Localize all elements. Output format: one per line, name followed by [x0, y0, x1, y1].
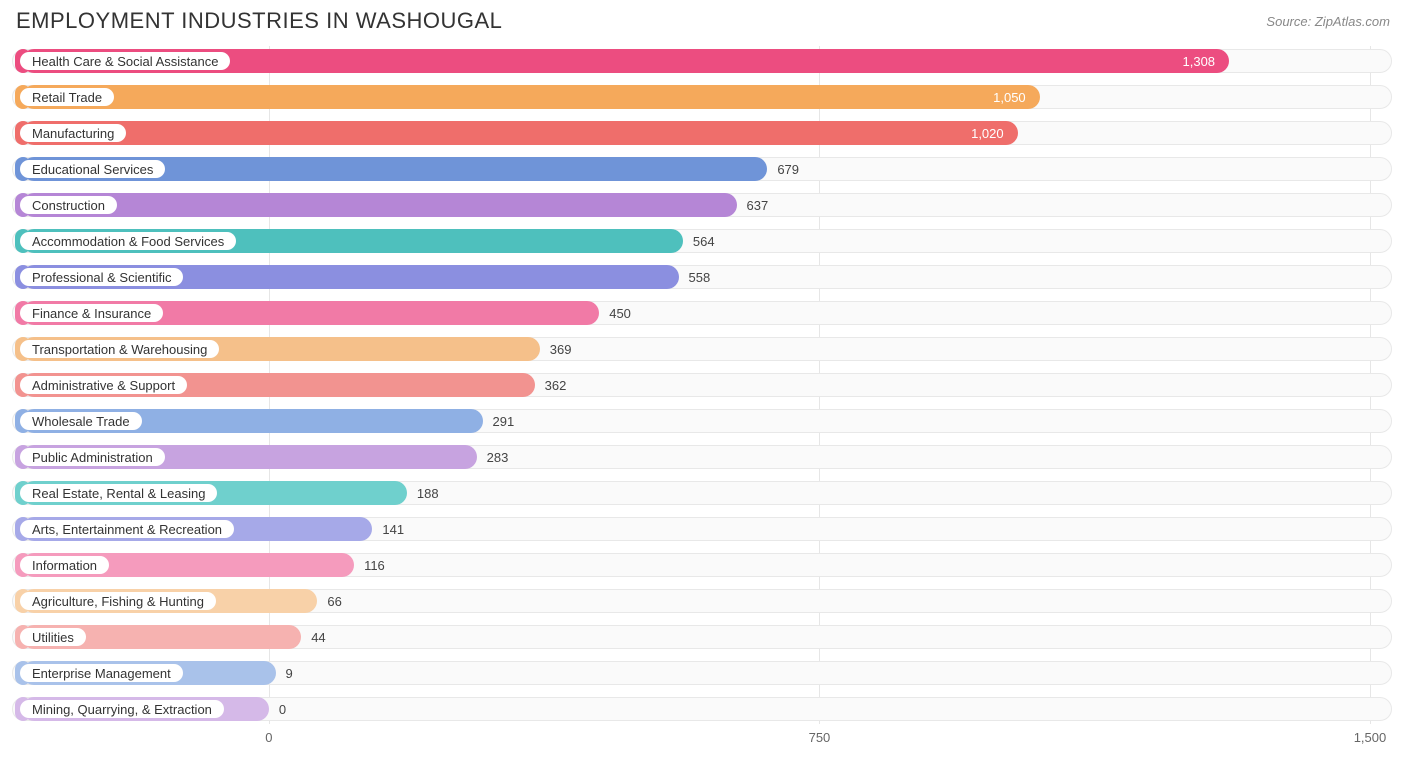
- value-label: 362: [545, 370, 567, 400]
- category-label: Retail Trade: [20, 88, 114, 106]
- bar-row: Mining, Quarrying, & Extraction 0: [12, 694, 1392, 724]
- value-label: 283: [487, 442, 509, 472]
- value-label: 141: [382, 514, 404, 544]
- bar-fill: [22, 121, 1018, 145]
- bar-fill: [22, 85, 1040, 109]
- category-label: Health Care & Social Assistance: [20, 52, 230, 70]
- value-label: 1,020: [971, 118, 1004, 148]
- bar-row: Accommodation & Food Services 564: [12, 226, 1392, 256]
- value-label: 1,050: [993, 82, 1026, 112]
- bar-row: Construction 637: [12, 190, 1392, 220]
- category-label: Arts, Entertainment & Recreation: [20, 520, 234, 538]
- bar-row: Enterprise Management 9: [12, 658, 1392, 688]
- category-label: Professional & Scientific: [20, 268, 183, 286]
- category-label: Accommodation & Food Services: [20, 232, 236, 250]
- category-label: Agriculture, Fishing & Hunting: [20, 592, 216, 610]
- bar-row: Wholesale Trade 291: [12, 406, 1392, 436]
- category-label: Finance & Insurance: [20, 304, 163, 322]
- chart-header: EMPLOYMENT INDUSTRIES IN WASHOUGAL Sourc…: [12, 8, 1394, 34]
- source-label: Source:: [1266, 14, 1311, 29]
- value-label: 369: [550, 334, 572, 364]
- bar-fill: [22, 193, 737, 217]
- value-label: 0: [279, 694, 286, 724]
- category-label: Educational Services: [20, 160, 165, 178]
- value-label: 9: [286, 658, 293, 688]
- bar-row: Retail Trade 1,050: [12, 82, 1392, 112]
- value-label: 558: [689, 262, 711, 292]
- category-label: Construction: [20, 196, 117, 214]
- chart-source: Source: ZipAtlas.com: [1266, 14, 1390, 29]
- chart-plot: Health Care & Social Assistance 1,308 Reta…: [12, 46, 1392, 724]
- bar-row: Arts, Entertainment & Recreation 141: [12, 514, 1392, 544]
- value-label: 44: [311, 622, 325, 652]
- category-label: Public Administration: [20, 448, 165, 466]
- category-label: Transportation & Warehousing: [20, 340, 219, 358]
- bar-row: Transportation & Warehousing 369: [12, 334, 1392, 364]
- bar-row: Information 116: [12, 550, 1392, 580]
- bar-row: Finance & Insurance 450: [12, 298, 1392, 328]
- category-label: Enterprise Management: [20, 664, 183, 682]
- x-tick: 750: [809, 730, 831, 745]
- category-label: Real Estate, Rental & Leasing: [20, 484, 217, 502]
- bar-row: Agriculture, Fishing & Hunting 66: [12, 586, 1392, 616]
- bar-row: Professional & Scientific 558: [12, 262, 1392, 292]
- category-label: Mining, Quarrying, & Extraction: [20, 700, 224, 718]
- bar-row: Manufacturing 1,020: [12, 118, 1392, 148]
- chart-title: EMPLOYMENT INDUSTRIES IN WASHOUGAL: [16, 8, 502, 34]
- value-label: 66: [327, 586, 341, 616]
- value-label: 116: [364, 550, 385, 580]
- value-label: 564: [693, 226, 715, 256]
- category-label: Wholesale Trade: [20, 412, 142, 430]
- bar-row: Real Estate, Rental & Leasing 188: [12, 478, 1392, 508]
- source-name: ZipAtlas.com: [1315, 14, 1390, 29]
- bar-row: Public Administration 283: [12, 442, 1392, 472]
- bar-row: Health Care & Social Assistance 1,308: [12, 46, 1392, 76]
- x-tick: 1,500: [1354, 730, 1387, 745]
- category-label: Utilities: [20, 628, 86, 646]
- value-label: 637: [747, 190, 769, 220]
- category-label: Information: [20, 556, 109, 574]
- bar-row: Utilities 44: [12, 622, 1392, 652]
- value-label: 450: [609, 298, 631, 328]
- value-label: 291: [493, 406, 515, 436]
- bar-row: Administrative & Support 362: [12, 370, 1392, 400]
- value-label: 188: [417, 478, 439, 508]
- chart-area: Health Care & Social Assistance 1,308 Reta…: [12, 46, 1392, 750]
- category-label: Administrative & Support: [20, 376, 187, 394]
- x-axis: 0 750 1,500: [12, 730, 1392, 750]
- value-label: 1,308: [1183, 46, 1216, 76]
- value-label: 679: [777, 154, 799, 184]
- bar-row: Educational Services 679: [12, 154, 1392, 184]
- x-tick: 0: [265, 730, 272, 745]
- category-label: Manufacturing: [20, 124, 126, 142]
